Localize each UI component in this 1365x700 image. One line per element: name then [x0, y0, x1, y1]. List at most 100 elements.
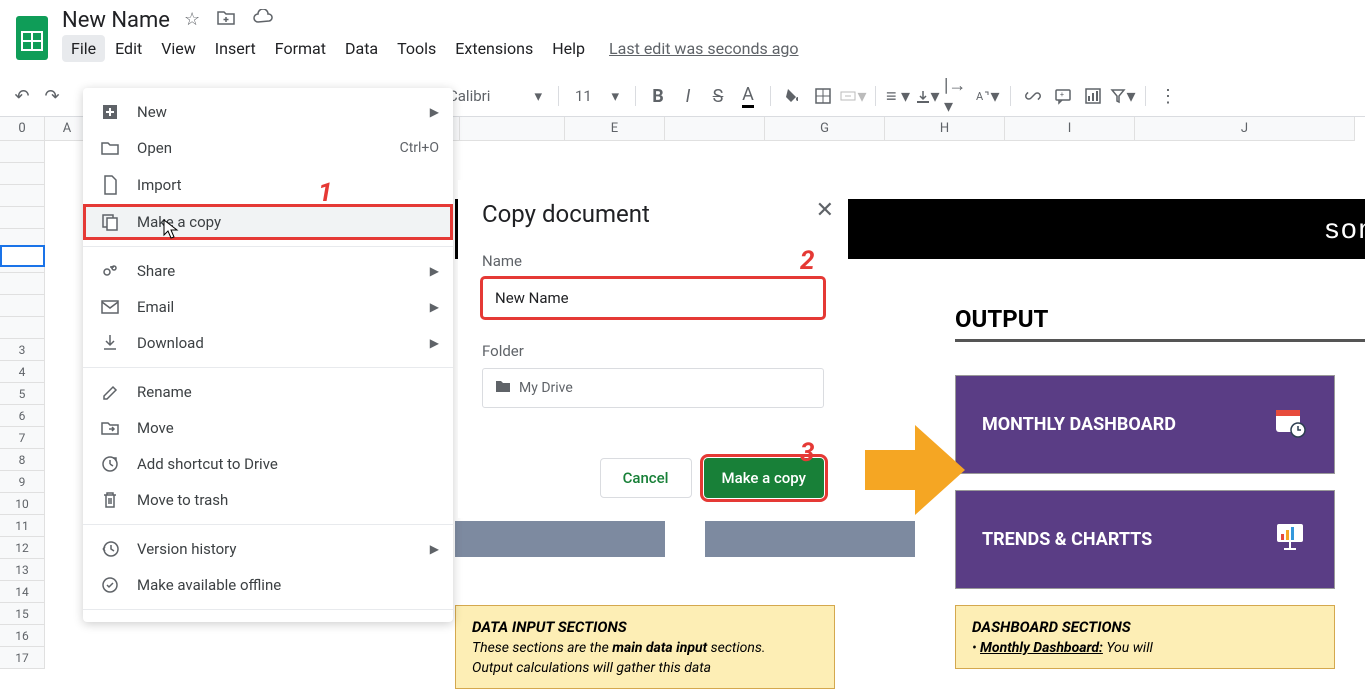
file-item-label: New — [137, 103, 167, 121]
row-header[interactable]: 5 — [0, 383, 45, 405]
app-header: New Name ☆ File Edit View Insert Format … — [0, 0, 1365, 76]
active-cell[interactable] — [0, 245, 45, 267]
cancel-button[interactable]: Cancel — [600, 458, 692, 498]
row-header[interactable]: 3 — [0, 339, 45, 361]
folder-select[interactable]: My Drive — [482, 368, 824, 408]
name-input[interactable] — [482, 278, 824, 318]
move-folder-icon[interactable] — [216, 9, 236, 32]
fill-icon[interactable] — [779, 82, 807, 110]
redo-icon[interactable]: ↷ — [38, 82, 66, 110]
row-header[interactable]: 7 — [0, 427, 45, 449]
file-item-label: Move to trash — [137, 491, 228, 509]
menu-extensions[interactable]: Extensions — [446, 35, 542, 62]
undo-icon[interactable]: ↶ — [8, 82, 36, 110]
calendar-icon — [1272, 404, 1308, 445]
row-header[interactable] — [0, 207, 45, 229]
file-menu-add-shortcut-to-drive[interactable]: Add shortcut to Drive — [83, 446, 453, 482]
doc-title[interactable]: New Name — [62, 8, 170, 33]
bold-icon[interactable]: B — [644, 82, 672, 110]
row-header[interactable]: 14 — [0, 581, 45, 603]
grey-button-2[interactable] — [705, 521, 915, 557]
col-header[interactable]: J — [1135, 117, 1355, 141]
row-header[interactable]: 15 — [0, 603, 45, 625]
filter-icon[interactable]: ▾ — [1109, 82, 1137, 110]
row-header[interactable]: 6 — [0, 405, 45, 427]
last-edit[interactable]: Last edit was seconds ago — [609, 39, 798, 58]
menu-format[interactable]: Format — [266, 35, 335, 62]
file-menu-make-a-copy[interactable]: Make a copy — [83, 204, 453, 240]
grey-button-1[interactable] — [455, 521, 665, 557]
rotate-icon[interactable]: A ▾ — [974, 82, 1002, 110]
row-header[interactable] — [0, 185, 45, 207]
chart-icon[interactable] — [1079, 82, 1107, 110]
col-header[interactable]: I — [1005, 117, 1135, 141]
namebox[interactable]: 0 — [0, 117, 45, 141]
brand-logo: someka — [1325, 213, 1365, 245]
file-menu-version-history[interactable]: Version history▶ — [83, 531, 453, 567]
file-menu-share[interactable]: Share▶ — [83, 253, 453, 289]
row-header[interactable] — [0, 295, 45, 317]
file-menu-move-to-trash[interactable]: Move to trash — [83, 482, 453, 518]
row-header[interactable] — [0, 317, 45, 339]
file-menu-new[interactable]: New▶ — [83, 94, 453, 130]
row-header[interactable]: 17 — [0, 647, 45, 669]
row-header[interactable]: 9 — [0, 471, 45, 493]
row-header[interactable]: 10 — [0, 493, 45, 515]
row-header[interactable] — [0, 163, 45, 185]
copy-icon — [99, 213, 121, 231]
history-icon — [99, 540, 121, 558]
plus-box-icon — [99, 103, 121, 121]
col-header[interactable]: H — [885, 117, 1005, 141]
link-icon[interactable] — [1019, 82, 1047, 110]
file-item-label: Version history — [137, 540, 237, 558]
monthly-dashboard-button[interactable]: MONTHLY DASHBOARD — [955, 375, 1335, 474]
star-icon[interactable]: ☆ — [184, 9, 200, 32]
file-menu-email[interactable]: Email▶ — [83, 289, 453, 325]
row-header[interactable]: 4 — [0, 361, 45, 383]
fontsize-select[interactable]: 11 ▾ — [567, 83, 627, 109]
comment-icon[interactable]: + — [1049, 82, 1077, 110]
merge-icon[interactable]: ▾ — [839, 82, 867, 110]
trends-charts-button[interactable]: TRENDS & CHARTTS — [955, 490, 1335, 589]
col-header[interactable] — [460, 117, 565, 141]
file-menu-open[interactable]: OpenCtrl+O — [83, 130, 453, 166]
row-header[interactable]: 12 — [0, 537, 45, 559]
row-header[interactable] — [0, 273, 45, 295]
row-header[interactable] — [0, 141, 45, 163]
row-header[interactable]: 8 — [0, 449, 45, 471]
row-header[interactable]: 16 — [0, 625, 45, 647]
col-header[interactable]: G — [765, 117, 885, 141]
menu-tools[interactable]: Tools — [388, 35, 445, 62]
menu-file[interactable]: File — [62, 35, 105, 62]
cloud-icon[interactable] — [252, 9, 274, 32]
file-menu: New▶OpenCtrl+OImportMake a copy Share▶Ema… — [83, 88, 453, 622]
textcolor-icon[interactable]: A — [734, 82, 762, 110]
folder-open-icon — [99, 140, 121, 156]
col-header[interactable] — [665, 117, 765, 141]
menu-view[interactable]: View — [152, 35, 205, 62]
menu-edit[interactable]: Edit — [106, 35, 151, 62]
borders-icon[interactable] — [809, 82, 837, 110]
strike-icon[interactable]: S — [704, 82, 732, 110]
file-menu-make-available-offline[interactable]: Make available offline — [83, 567, 453, 603]
row-header[interactable]: 13 — [0, 559, 45, 581]
sheets-logo[interactable] — [12, 13, 52, 63]
file-menu-import[interactable]: Import — [83, 166, 453, 204]
wrap-icon[interactable]: |→ ▾ — [944, 82, 972, 110]
more-icon[interactable]: ⋮ — [1154, 82, 1182, 110]
menu-help[interactable]: Help — [543, 35, 594, 62]
col-header[interactable]: E — [565, 117, 665, 141]
close-icon[interactable]: ✕ — [816, 198, 834, 223]
valign-icon[interactable]: ▾ — [914, 82, 942, 110]
file-menu-rename[interactable]: Rename — [83, 374, 453, 410]
font-select[interactable]: Calibri ▾ — [440, 83, 550, 109]
svg-text:A: A — [976, 90, 984, 103]
file-menu-download[interactable]: Download▶ — [83, 325, 453, 361]
menu-data[interactable]: Data — [336, 35, 387, 62]
file-item-label: Download — [137, 334, 204, 352]
file-menu-move[interactable]: Move — [83, 410, 453, 446]
menu-insert[interactable]: Insert — [206, 35, 265, 62]
italic-icon[interactable]: I — [674, 82, 702, 110]
halign-icon[interactable]: ≡ ▾ — [884, 82, 912, 110]
row-header[interactable]: 11 — [0, 515, 45, 537]
